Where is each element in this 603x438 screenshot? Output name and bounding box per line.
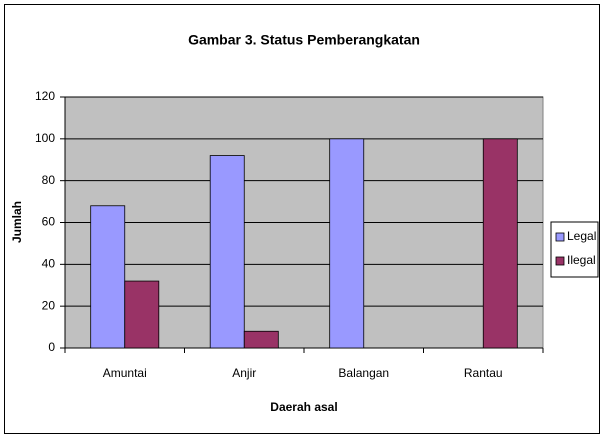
y-tick-label: 40 xyxy=(42,257,56,271)
legend-swatch xyxy=(555,256,565,266)
x-tick-label: Anjir xyxy=(232,366,256,380)
legend-box xyxy=(550,221,599,278)
y-tick-label: 20 xyxy=(42,298,56,312)
y-tick-label: 120 xyxy=(35,89,55,103)
bar xyxy=(209,155,245,349)
legend-label: Ilegal xyxy=(567,253,596,267)
bar xyxy=(90,205,126,349)
x-tick-label: Rantau xyxy=(464,366,503,380)
bar xyxy=(482,138,518,349)
legend-swatch xyxy=(555,232,565,242)
bar xyxy=(243,330,279,349)
y-tick-label: 0 xyxy=(48,340,55,354)
legend-label: Legal xyxy=(567,229,596,243)
x-tick-label: Balangan xyxy=(338,366,389,380)
y-tick-label: 80 xyxy=(42,173,56,187)
chart-title: Gambar 3. Status Pemberangkatan xyxy=(188,32,420,48)
x-tick-label: Amuntai xyxy=(103,366,147,380)
x-axis-title: Daerah asal xyxy=(270,400,337,414)
y-axis-title: Jumlah xyxy=(10,201,24,243)
y-tick-label: 60 xyxy=(42,215,56,229)
bar xyxy=(329,138,365,349)
bar xyxy=(124,280,160,349)
y-tick-label: 100 xyxy=(35,131,55,145)
